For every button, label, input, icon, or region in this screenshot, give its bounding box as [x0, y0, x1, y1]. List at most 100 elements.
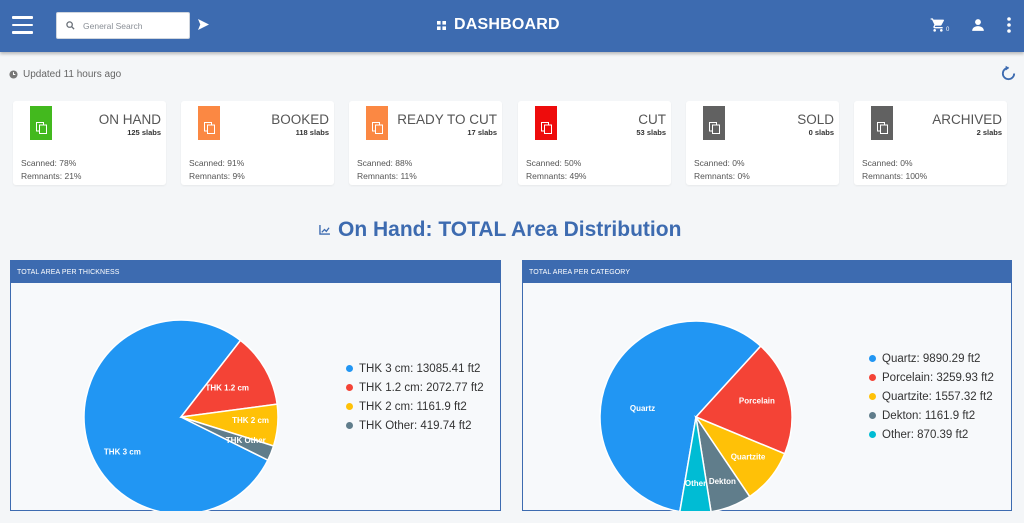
- card-remnants: Remnants: 9%: [189, 171, 245, 181]
- copy-icon: [366, 106, 388, 140]
- clock-icon: [9, 70, 18, 79]
- card-slab-count: 17 slabs: [467, 128, 497, 137]
- legend-dot-icon: [346, 365, 353, 372]
- legend-dot-icon: [869, 374, 876, 381]
- legend-label: THK 3 cm: 13085.41 ft2: [359, 362, 481, 375]
- status-card-on-hand[interactable]: ON HAND 125 slabs Scanned: 78% Remnants: 21…: [13, 101, 166, 185]
- legend-dot-icon: [869, 355, 876, 362]
- legend-dot-icon: [346, 403, 353, 410]
- pie-slice-thk-1-2-cm[interactable]: [179, 339, 278, 418]
- category-legend: Quartz: 9890.29 ft2 Porcelain: 3259.93 ft…: [869, 349, 994, 444]
- legend-label: THK Other: 419.74 ft2: [359, 419, 472, 432]
- legend-item[interactable]: Dekton: 1161.9 ft2: [869, 406, 994, 425]
- card-slab-count: 53 slabs: [636, 128, 666, 137]
- pie-slice-label: Porcelain: [739, 396, 775, 405]
- pie-slice-label: Quartzite: [731, 453, 766, 462]
- more-vertical-icon[interactable]: [1006, 17, 1012, 33]
- card-scanned: Scanned: 91%: [189, 158, 245, 168]
- pie-slice-label: Quartz: [630, 404, 655, 413]
- search-icon: [66, 21, 75, 30]
- pie-slice-label: THK Other: [226, 436, 266, 445]
- section-title-text: On Hand: TOTAL Area Distribution: [338, 218, 682, 241]
- last-updated-text: Updated 11 hours ago: [23, 69, 122, 80]
- card-title: ARCHIVED: [932, 112, 1002, 127]
- card-remnants: Remnants: 11%: [357, 171, 417, 181]
- pie-slice-label: THK 1.2 cm: [205, 383, 249, 392]
- card-title: READY TO CUT: [397, 112, 497, 127]
- legend-dot-icon: [869, 412, 876, 419]
- send-icon[interactable]: [198, 19, 209, 30]
- card-slab-count: 118 slabs: [295, 128, 329, 137]
- refresh-icon[interactable]: [1000, 65, 1017, 82]
- card-remnants: Remnants: 21%: [21, 171, 82, 181]
- top-app-bar: DASHBOARD 0: [0, 0, 1024, 52]
- legend-label: Porcelain: 3259.93 ft2: [882, 371, 994, 384]
- card-scanned: Scanned: 0%: [862, 158, 913, 168]
- cart-count-badge: 0: [946, 27, 950, 33]
- copy-icon: [535, 106, 557, 140]
- page-title: DASHBOARD: [437, 16, 560, 34]
- legend-dot-icon: [869, 393, 876, 400]
- card-remnants: Remnants: 49%: [526, 171, 587, 181]
- card-slab-count: 2 slabs: [976, 128, 1002, 137]
- status-card-cut[interactable]: CUT 53 slabs Scanned: 50% Remnants: 49%: [518, 101, 671, 185]
- pie-slice-label: Other: [685, 479, 706, 488]
- pie-slice-thk-3-cm[interactable]: [83, 319, 269, 511]
- chart-icon: [319, 225, 330, 235]
- user-icon[interactable]: [971, 18, 985, 32]
- legend-item[interactable]: Other: 870.39 ft2: [869, 425, 994, 444]
- legend-item[interactable]: THK Other: 419.74 ft2: [346, 416, 484, 435]
- copy-icon: [30, 106, 52, 140]
- legend-dot-icon: [346, 384, 353, 391]
- thickness-legend: THK 3 cm: 13085.41 ft2 THK 1.2 cm: 2072.7…: [346, 359, 484, 435]
- pie-slice-label: THK 2 cm: [232, 416, 269, 425]
- pie-slice-other[interactable]: [679, 416, 712, 511]
- cart-icon[interactable]: [930, 17, 946, 33]
- card-title: ON HAND: [98, 112, 161, 127]
- legend-dot-icon: [346, 422, 353, 429]
- legend-item[interactable]: THK 1.2 cm: 2072.77 ft2: [346, 378, 484, 397]
- hamburger-icon[interactable]: [12, 16, 33, 34]
- legend-label: Other: 870.39 ft2: [882, 428, 969, 441]
- card-scanned: Scanned: 88%: [357, 158, 413, 168]
- copy-icon: [871, 106, 893, 140]
- category-chart-panel: TOTAL AREA PER CATEGORY Quartz Porcelain Q…: [522, 260, 1012, 511]
- search-box[interactable]: [56, 12, 190, 39]
- search-input[interactable]: [83, 18, 187, 34]
- card-scanned: Scanned: 78%: [21, 158, 77, 168]
- legend-label: Quartz: 9890.29 ft2: [882, 352, 981, 365]
- thickness-chart-panel: TOTAL AREA PER THICKNESS THK 3 cm THK 1.2…: [10, 260, 501, 511]
- pie-slice-dekton[interactable]: [695, 416, 751, 511]
- thickness-pie-chart: THK 3 cm THK 1.2 cm THK 2 cm THK Other: [83, 319, 279, 511]
- status-card-booked[interactable]: BOOKED 118 slabs Scanned: 91% Remnants: 9%: [181, 101, 334, 185]
- last-updated: Updated 11 hours ago: [9, 69, 121, 80]
- section-title: On Hand: TOTAL Area Distribution: [319, 218, 681, 242]
- legend-label: Dekton: 1161.9 ft2: [882, 409, 976, 422]
- legend-item[interactable]: Quartz: 9890.29 ft2: [869, 349, 994, 368]
- copy-icon: [198, 106, 220, 140]
- card-title: BOOKED: [271, 112, 329, 127]
- pie-slice-thk-other[interactable]: [180, 416, 275, 462]
- legend-item[interactable]: THK 2 cm: 1161.9 ft2: [346, 397, 484, 416]
- pie-slice-label: THK 3 cm: [104, 447, 141, 456]
- status-card-archived[interactable]: ARCHIVED 2 slabs Scanned: 0% Remnants: 100%: [854, 101, 1007, 185]
- legend-item[interactable]: Quartzite: 1557.32 ft2: [869, 387, 994, 406]
- card-remnants: Remnants: 0%: [694, 171, 750, 181]
- legend-item[interactable]: Porcelain: 3259.93 ft2: [869, 368, 994, 387]
- status-card-sold[interactable]: SOLD 0 slabs Scanned: 0% Remnants: 0%: [686, 101, 839, 185]
- card-scanned: Scanned: 50%: [526, 158, 582, 168]
- legend-label: Quartzite: 1557.32 ft2: [882, 390, 993, 403]
- pie-slice-quartz[interactable]: [599, 320, 762, 511]
- legend-label: THK 2 cm: 1161.9 ft2: [359, 400, 467, 413]
- card-slab-count: 0 slabs: [808, 128, 834, 137]
- copy-icon: [703, 106, 725, 140]
- card-remnants: Remnants: 100%: [862, 171, 928, 181]
- card-scanned: Scanned: 0%: [694, 158, 745, 168]
- page-title-text: DASHBOARD: [454, 16, 560, 33]
- legend-item[interactable]: THK 3 cm: 13085.41 ft2: [346, 359, 484, 378]
- pie-slice-label: Dekton: [709, 477, 736, 486]
- status-card-ready-to-cut[interactable]: READY TO CUT 17 slabs Scanned: 88% Remnants…: [349, 101, 502, 185]
- category-chart-title: TOTAL AREA PER CATEGORY: [523, 261, 1011, 283]
- legend-dot-icon: [869, 431, 876, 438]
